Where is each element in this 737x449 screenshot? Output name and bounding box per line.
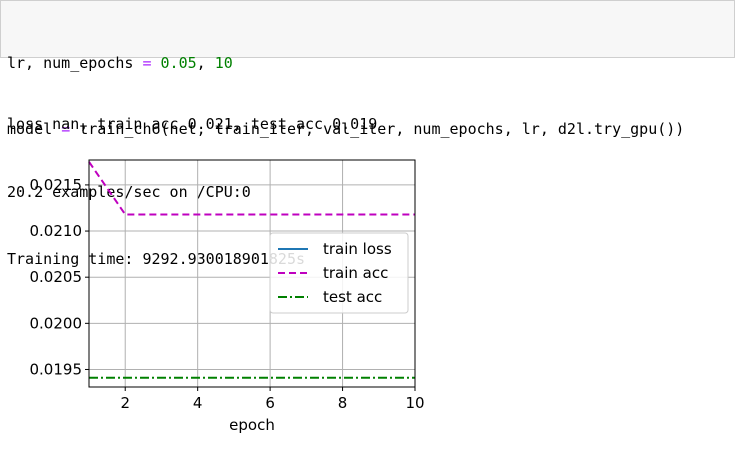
y-tick-labels: 0.0195 0.0200 0.0205 0.0210 0.0215: [30, 176, 83, 379]
code-cell[interactable]: lr, num_epochs = 0.05, 10 model = train_…: [0, 0, 735, 138]
y-tick-label: 0.0210: [30, 222, 83, 240]
code-token: 10: [214, 54, 233, 72]
x-tick-labels: 2 4 6 8 10: [120, 394, 424, 412]
tick-marks: [85, 184, 416, 391]
y-tick-label: 0.0200: [30, 314, 83, 332]
x-axis-label: epoch: [229, 416, 275, 434]
y-tick-label: 0.0195: [30, 360, 83, 378]
x-tick-label: 2: [120, 394, 130, 412]
code-token: train_ch6(net, train_iter, val_iter, num…: [70, 120, 685, 138]
code-token: =: [61, 120, 71, 138]
x-tick-label: 8: [338, 394, 348, 412]
cell-output: loss nan, train acc 0.021, test acc 0.01…: [7, 68, 377, 293]
code-token: =: [142, 54, 152, 72]
axes-frame: [88, 159, 416, 388]
output-line-time: Training time: 9292.930018901825s: [7, 250, 306, 268]
code-line-1: lr, num_epochs = 0.05, 10: [7, 52, 734, 74]
code-line-2: model = train_ch6(net, train_iter, val_i…: [7, 118, 734, 140]
training-plot: 2 4 6 8 10 0.0195 0.0200 0.0205 0.0210 0.0215 ep…: [30, 159, 425, 434]
legend-label: train loss: [323, 240, 392, 258]
x-tick-label: 4: [193, 394, 203, 412]
code-token: ,: [196, 54, 215, 72]
legend-label: test acc: [323, 288, 382, 306]
x-tick-label: 6: [265, 394, 275, 412]
output-line-speed: 20.2 examples/sec on /CPU:0: [7, 182, 251, 201]
x-tick-label: 10: [405, 394, 424, 412]
series-lines: [88, 161, 415, 379]
code-token: lr, num_epochs: [7, 54, 143, 72]
y-tick-label: 0.0215: [30, 176, 83, 194]
legend-label: train acc: [323, 264, 388, 282]
legend-box: [269, 232, 409, 314]
train-acc-line: [88, 161, 415, 216]
y-tick-label: 0.0205: [30, 268, 83, 286]
output-line-loss: loss nan, train acc 0.021, test acc 0.01…: [7, 115, 378, 133]
legend: train loss train acc test acc: [269, 232, 409, 314]
code-token: 0.05: [160, 54, 197, 72]
code-token: model: [7, 120, 62, 138]
